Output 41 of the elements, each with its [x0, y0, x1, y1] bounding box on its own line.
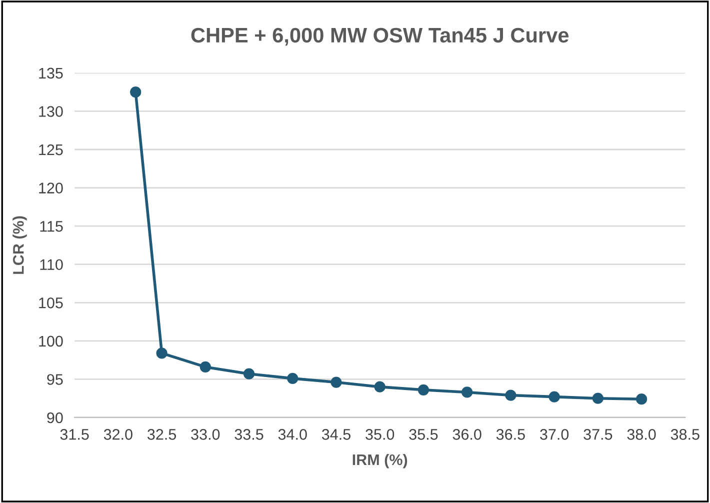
point — [243, 368, 255, 380]
x-tick-label: 33.5 — [234, 429, 264, 440]
point — [156, 348, 168, 359]
point — [200, 361, 211, 373]
x-tick-label: 37.0 — [540, 429, 569, 440]
point — [330, 376, 342, 388]
point — [592, 392, 604, 404]
point — [374, 381, 386, 392]
y-tick-label: 100 — [39, 336, 63, 347]
point — [287, 372, 298, 384]
x-tick-label: 38.0 — [627, 429, 656, 440]
x-tick-label: 32.5 — [147, 429, 176, 440]
x-tick-label: 38.5 — [670, 429, 700, 440]
y-tick-label: 125 — [39, 144, 63, 156]
y-tick-label: 115 — [40, 221, 63, 232]
point — [418, 384, 430, 396]
x-tick-label: 35.5 — [409, 429, 438, 440]
y-tick-label: 120 — [39, 182, 63, 194]
x-tick-label: 34.0 — [278, 429, 307, 440]
y-tick-label: 135 — [39, 68, 63, 79]
y-tick-label: 130 — [39, 106, 63, 117]
x-tick-label: 31.5 — [60, 429, 89, 440]
y-tick-label: 90 — [47, 412, 63, 424]
x-tick-label: 34.5 — [322, 429, 350, 440]
point — [548, 391, 560, 402]
chart-title: CHPE + 6,000 MW OSW Tan45 J Curve — [191, 28, 569, 46]
x-tick-label: 36.5 — [496, 429, 525, 440]
y-tick-label: 95 — [47, 374, 63, 385]
x-tick-label: 33.0 — [191, 429, 220, 440]
y-axis-title: LCR (%) — [12, 216, 27, 274]
y-tick-label: 110 — [40, 259, 63, 270]
point — [462, 386, 473, 398]
x-tick-label: 32.0 — [104, 429, 132, 440]
point — [505, 390, 516, 401]
x-tick-label: 36.0 — [452, 429, 482, 440]
x-axis-title: IRM (%) — [352, 454, 408, 468]
x-tick-label: 37.5 — [584, 429, 612, 440]
y-tick-label: 105 — [39, 298, 63, 308]
point — [130, 86, 142, 98]
point — [636, 394, 648, 405]
x-tick-label: 35.0 — [366, 429, 394, 440]
